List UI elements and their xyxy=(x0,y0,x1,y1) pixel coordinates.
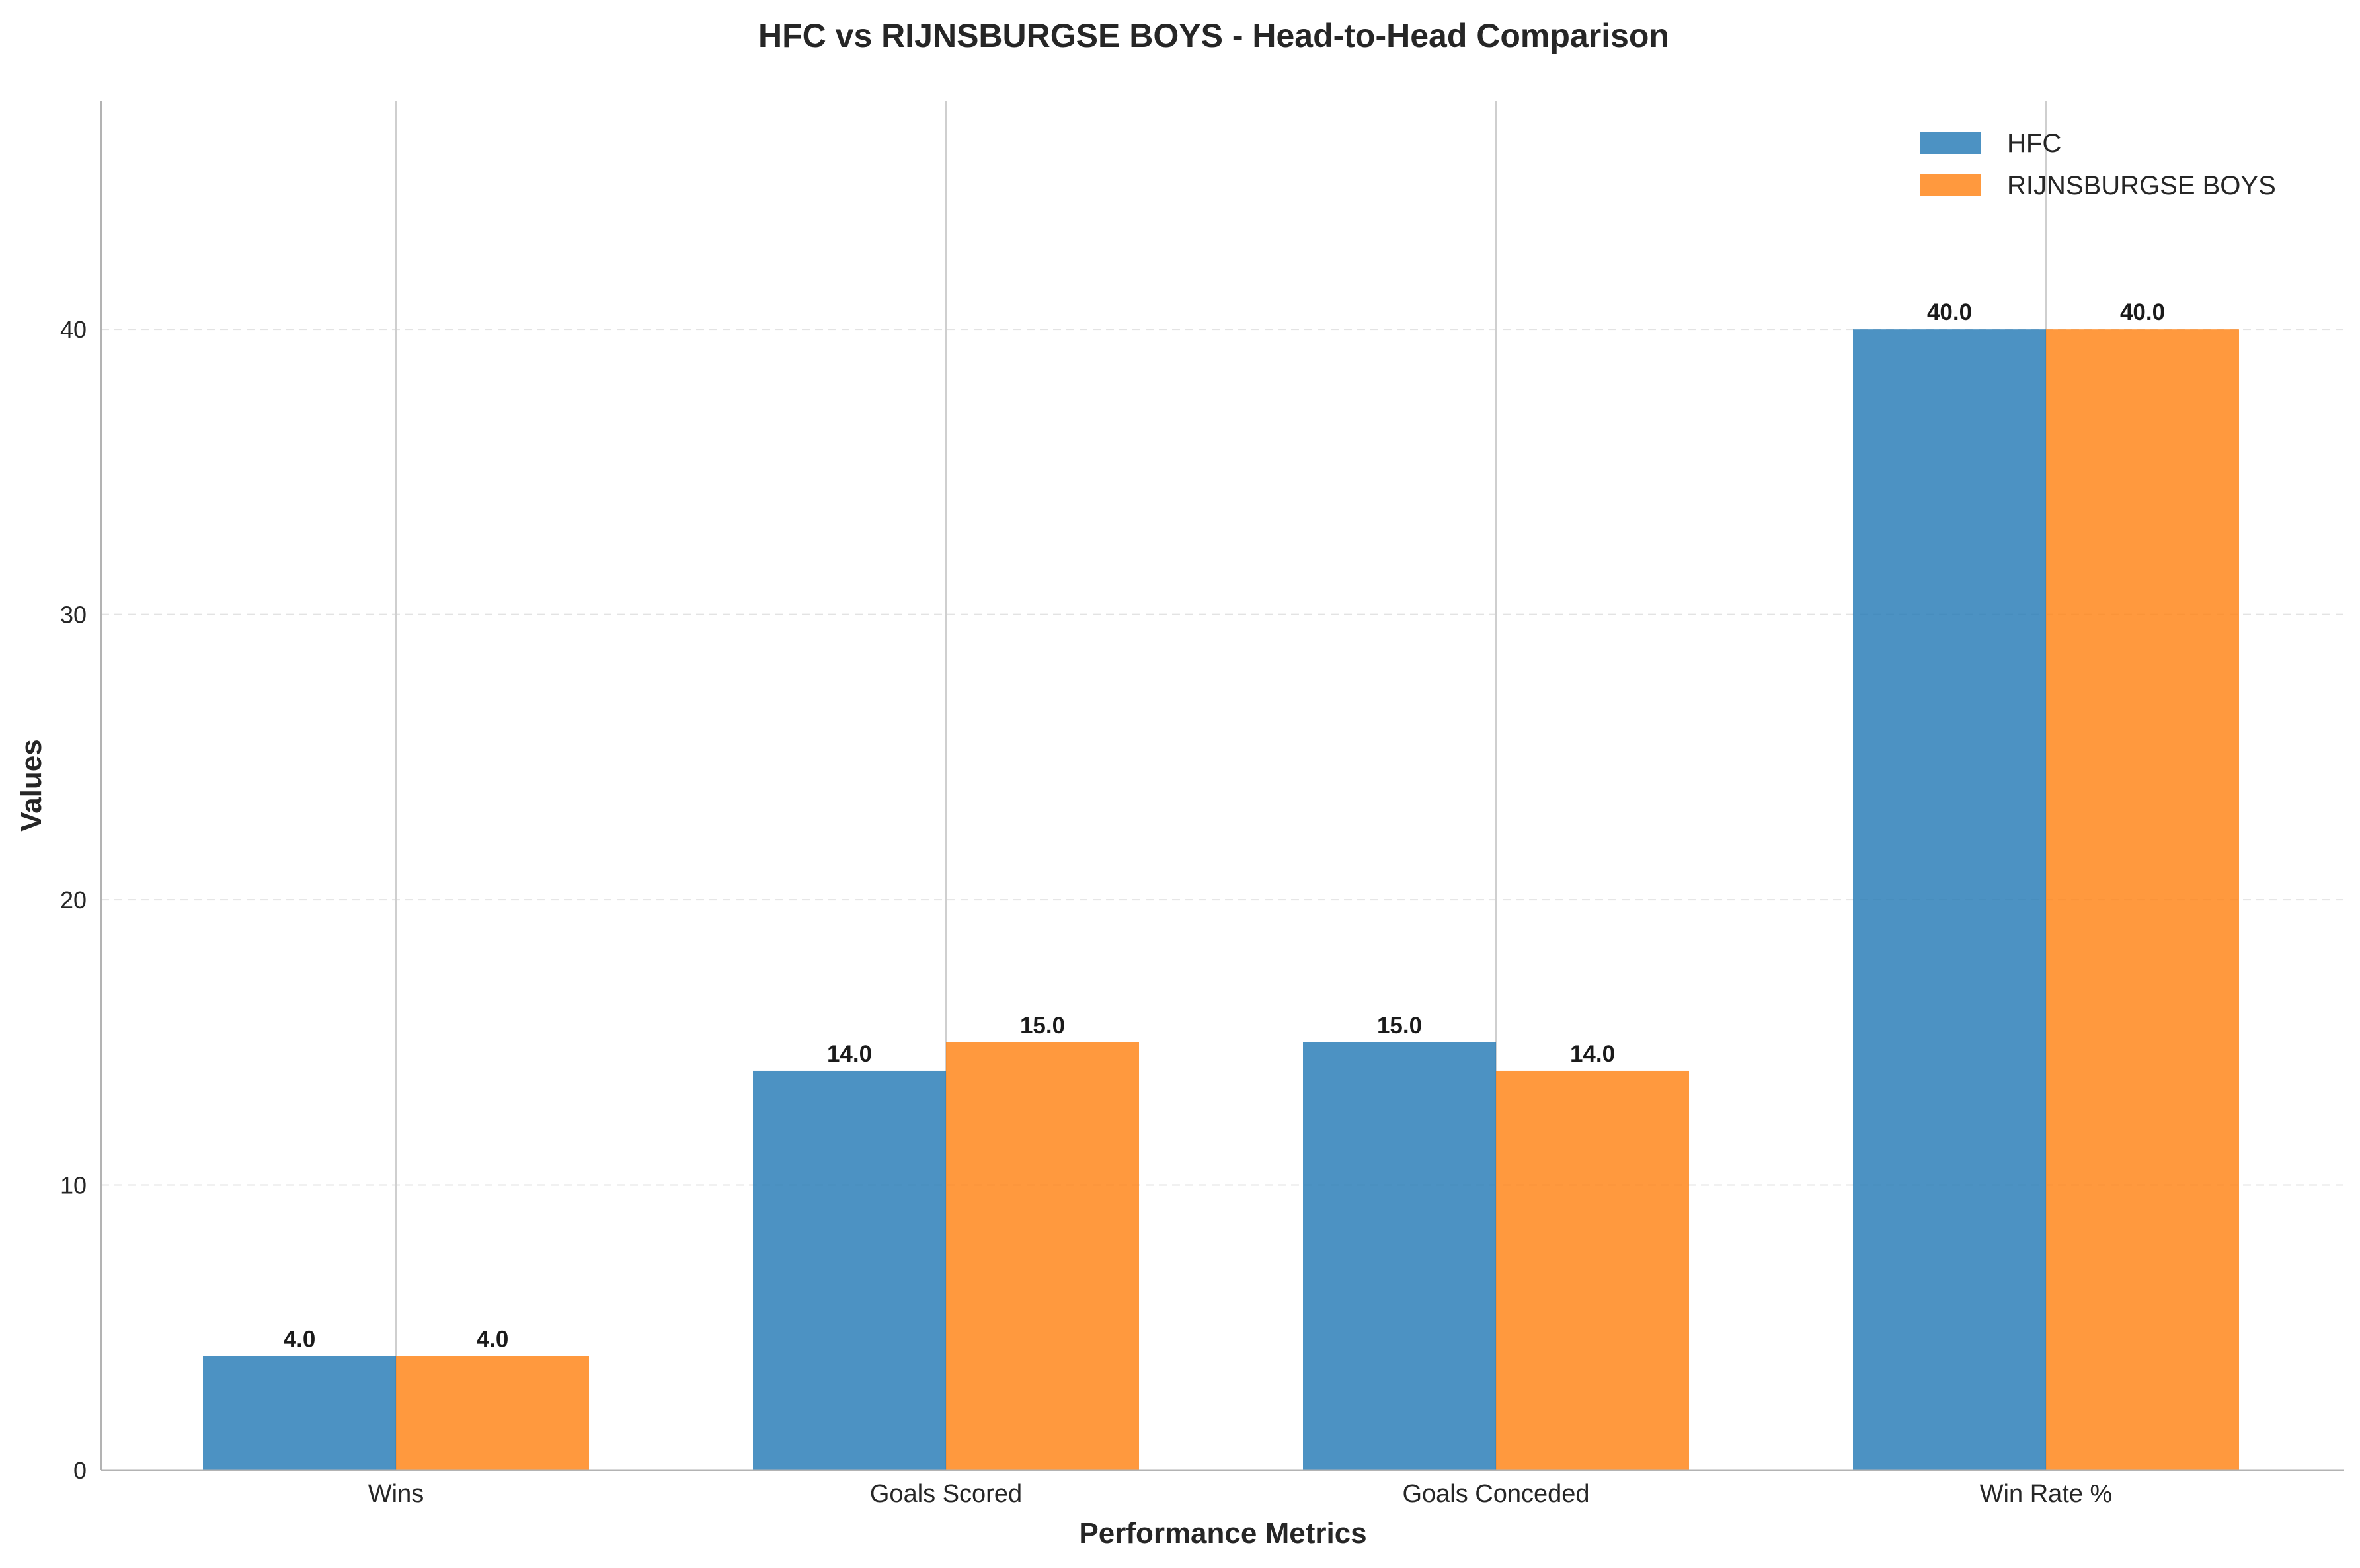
data-label: 40.0 xyxy=(2120,299,2165,325)
legend-label-rijnsburgse-boys: RIJNSBURGSE BOYS xyxy=(2007,171,2276,200)
legend-label-hfc: HFC xyxy=(2007,129,2061,158)
data-label: 4.0 xyxy=(477,1326,509,1352)
legend: HFC RIJNSBURGSE BOYS xyxy=(1920,129,2276,200)
bar-rijnsburgse-boys xyxy=(946,1042,1139,1470)
bar-rijnsburgse-boys xyxy=(396,1356,589,1470)
x-tick-label: Goals Scored xyxy=(870,1480,1022,1508)
data-label: 14.0 xyxy=(827,1041,872,1067)
x-tick-label: Goals Conceded xyxy=(1402,1480,1589,1508)
legend-swatch-rijnsburgse-boys xyxy=(1920,174,1981,196)
data-label: 4.0 xyxy=(284,1326,316,1352)
data-labels: 4.0 14.0 15.0 40.0 4.0 15.0 14.0 40.0 xyxy=(284,299,2165,1352)
bar-rijnsburgse-boys xyxy=(2046,329,2239,1471)
y-tick-label: 0 xyxy=(73,1457,87,1484)
data-label: 14.0 xyxy=(1570,1041,1615,1067)
bar-hfc xyxy=(1303,1042,1496,1470)
plot-area: 4.0 14.0 15.0 40.0 4.0 15.0 14.0 40.0 xyxy=(100,101,2344,1471)
legend-swatch-hfc xyxy=(1920,132,1981,154)
bars xyxy=(203,329,2239,1471)
x-tick-label: Wins xyxy=(368,1480,424,1508)
y-tick-label: 20 xyxy=(60,886,87,914)
y-tick-labels: 0 10 20 30 40 xyxy=(60,316,87,1484)
bar-hfc xyxy=(203,1356,396,1470)
chart-title: HFC vs RIJNSBURGSE BOYS - Head-to-Head C… xyxy=(758,17,1669,54)
bar-rijnsburgse-boys xyxy=(1496,1070,1689,1470)
data-label: 15.0 xyxy=(1377,1013,1422,1039)
x-tick-label: Win Rate % xyxy=(1980,1480,2113,1508)
y-tick-label: 10 xyxy=(60,1172,87,1199)
data-label: 15.0 xyxy=(1020,1013,1065,1039)
data-label: 40.0 xyxy=(1927,299,1972,325)
y-tick-label: 30 xyxy=(60,602,87,629)
y-axis-label: Values xyxy=(15,739,48,831)
x-tick-labels: Wins Goals Scored Goals Conceded Win Rate % xyxy=(368,1480,2113,1508)
x-axis-label: Performance Metrics xyxy=(1079,1517,1366,1549)
bar-hfc xyxy=(753,1070,946,1470)
y-tick-label: 40 xyxy=(60,316,87,343)
bar-hfc xyxy=(1853,329,2046,1471)
